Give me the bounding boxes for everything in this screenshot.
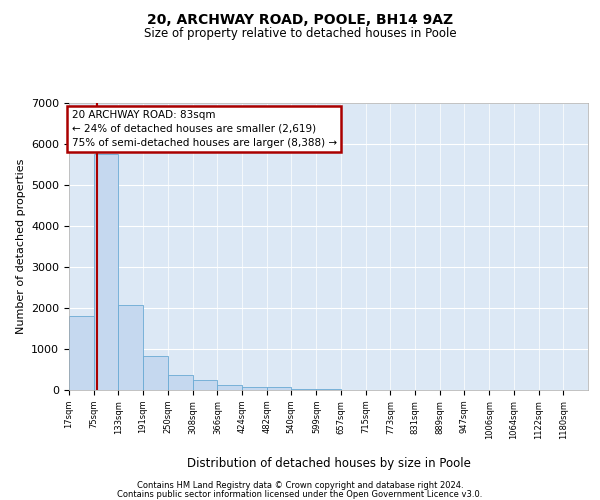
Bar	[242, 386, 266, 390]
Bar	[143, 356, 167, 390]
Text: 20, ARCHWAY ROAD, POOLE, BH14 9AZ: 20, ARCHWAY ROAD, POOLE, BH14 9AZ	[147, 12, 453, 26]
Bar	[193, 380, 217, 390]
Text: Distribution of detached houses by size in Poole: Distribution of detached houses by size …	[187, 458, 471, 470]
Bar	[217, 384, 242, 390]
Bar	[118, 306, 143, 390]
Text: 20 ARCHWAY ROAD: 83sqm
← 24% of detached houses are smaller (2,619)
75% of semi-: 20 ARCHWAY ROAD: 83sqm ← 24% of detached…	[71, 110, 337, 148]
Text: Contains HM Land Registry data © Crown copyright and database right 2024.: Contains HM Land Registry data © Crown c…	[137, 481, 463, 490]
Y-axis label: Number of detached properties: Number of detached properties	[16, 158, 26, 334]
Bar	[94, 154, 118, 390]
Bar	[168, 375, 193, 390]
Text: Contains public sector information licensed under the Open Government Licence v3: Contains public sector information licen…	[118, 490, 482, 499]
Bar	[292, 388, 316, 390]
Bar	[69, 316, 94, 390]
Bar	[267, 387, 291, 390]
Text: Size of property relative to detached houses in Poole: Size of property relative to detached ho…	[143, 28, 457, 40]
